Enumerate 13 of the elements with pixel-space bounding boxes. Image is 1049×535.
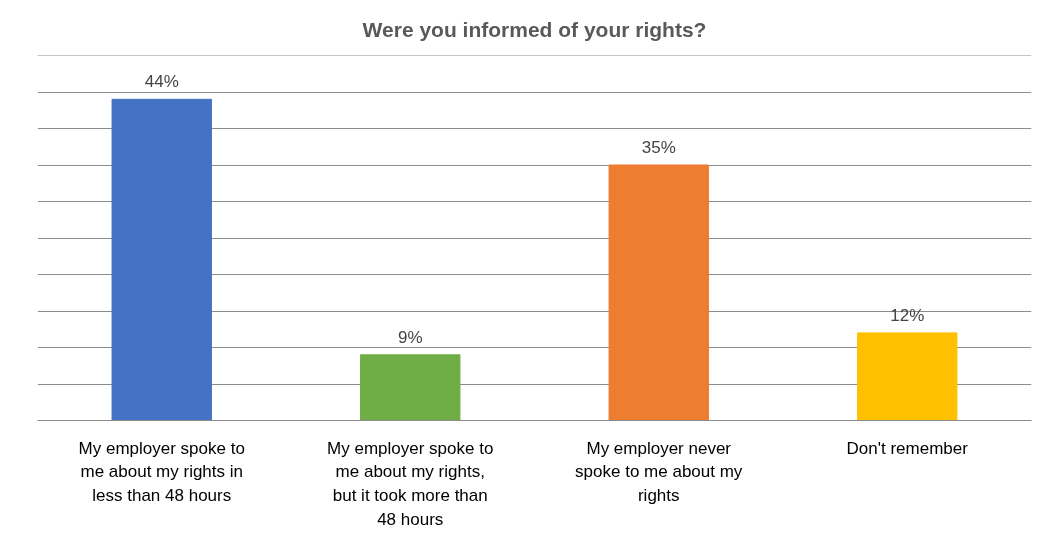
bar — [111, 98, 212, 421]
bar — [608, 164, 709, 421]
x-tick-label: My employer never spoke to me about my rights — [575, 438, 743, 505]
bar — [360, 354, 461, 421]
x-tick-label: My employer spoke to me about my rights, but it took more than 48 hours — [327, 438, 494, 529]
data-label: 12% — [890, 305, 925, 325]
data-label: 9% — [397, 327, 423, 347]
x-tick-label: Don't remember — [846, 438, 969, 458]
chart-title: Were you informed of your rights? — [362, 17, 707, 41]
data-label: 35% — [641, 138, 676, 157]
bar — [857, 332, 958, 421]
x-tick-label: My employer spoke to me about my rights in less than 48 hours — [78, 438, 245, 505]
data-label: 44% — [144, 72, 179, 92]
